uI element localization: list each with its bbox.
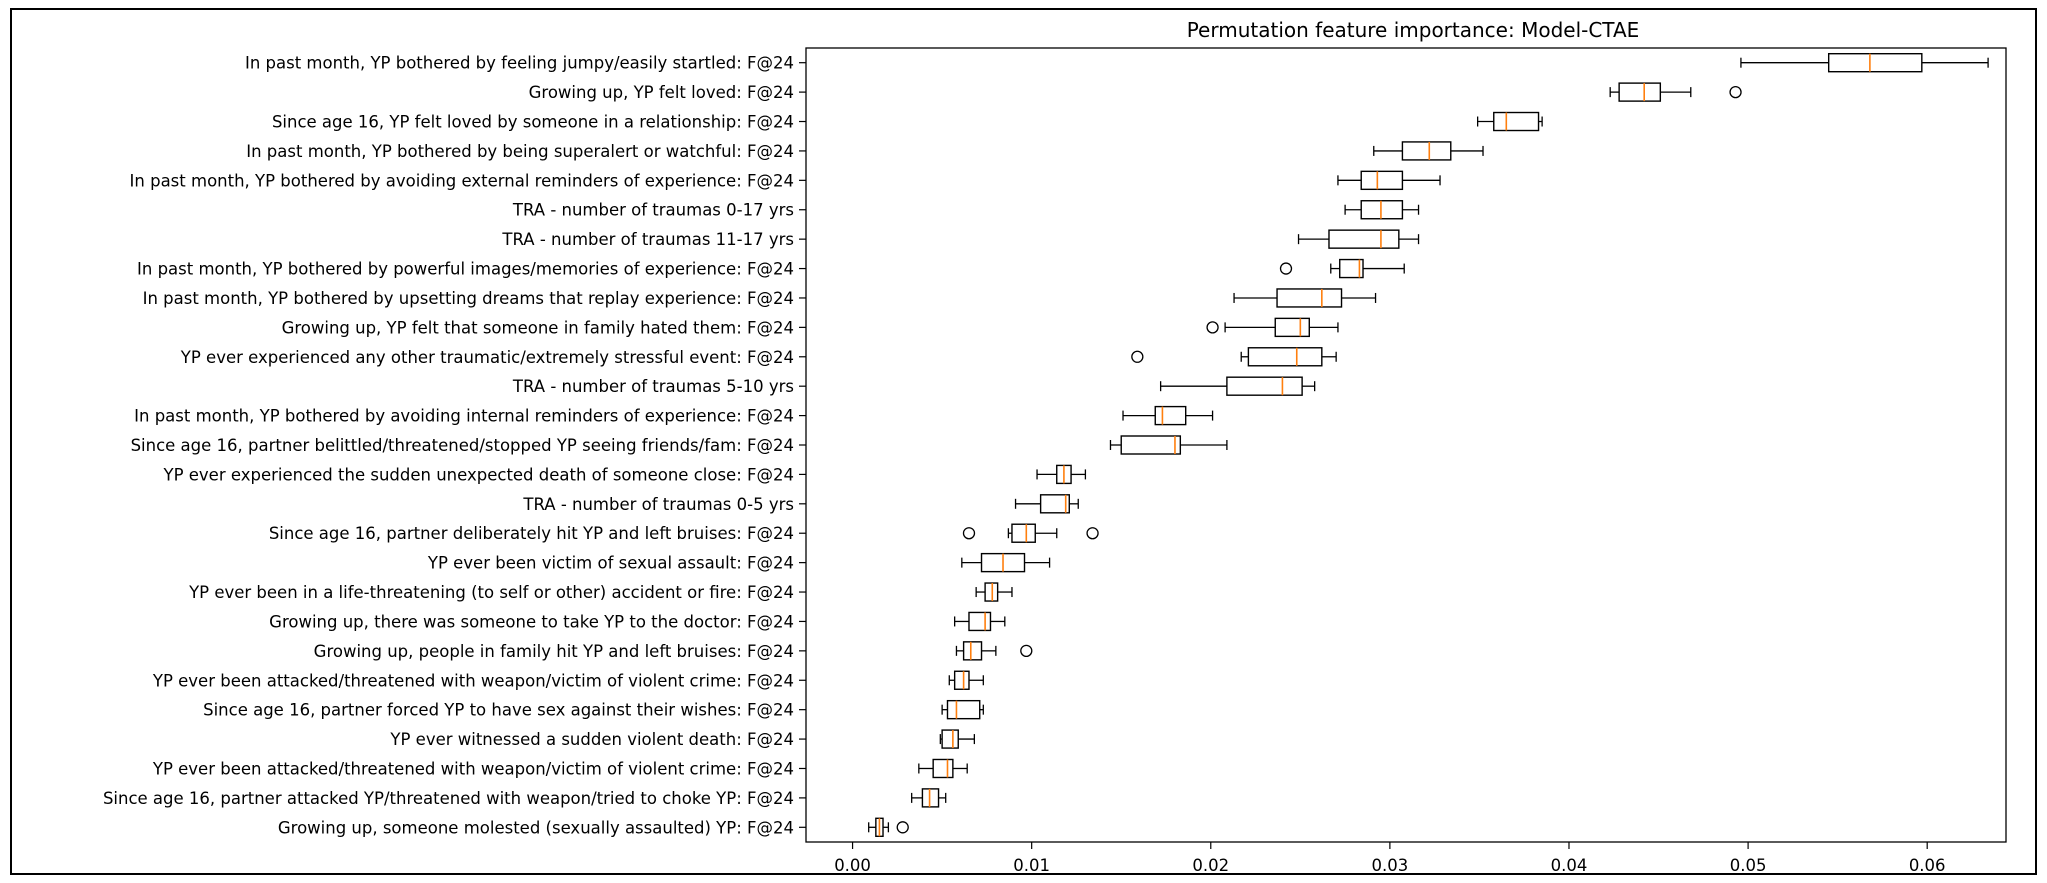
- feature-label: Growing up, someone molested (sexually a…: [278, 818, 794, 837]
- iqr-box: [1493, 111, 1540, 132]
- iqr-box: [1276, 288, 1343, 308]
- feature-label: Growing up, there was someone to take YP…: [269, 612, 794, 631]
- feature-label: Growing up, YP felt that someone in fami…: [282, 318, 794, 337]
- feature-label: Since age 16, YP felt loved by someone i…: [272, 113, 794, 132]
- iqr-box: [1154, 405, 1187, 426]
- iqr-box: [953, 670, 970, 690]
- axes-frame: [805, 47, 2007, 843]
- feature-label: YP ever experienced any other traumatic/…: [180, 348, 794, 367]
- feature-label: YP ever been attacked/threatened with we…: [152, 759, 794, 778]
- iqr-box: [1226, 376, 1303, 396]
- x-tick-label: 0.02: [1192, 856, 1229, 875]
- feature-label: In past month, YP bothered by avoiding e…: [130, 171, 794, 190]
- outlier-point: [1086, 527, 1099, 540]
- iqr-box: [1120, 435, 1182, 455]
- feature-label: In past month, YP bothered by being supe…: [246, 142, 794, 161]
- feature-label: In past month, YP bothered by avoiding i…: [134, 407, 794, 426]
- outlier-point: [1729, 85, 1742, 99]
- iqr-box: [1827, 53, 1923, 73]
- plot-area: 0.00 0.01 0.02 0.03 0.04 0.05 0.06 In past mont…: [103, 47, 2007, 875]
- outlier-point: [1131, 350, 1144, 363]
- feature-label: TRA - number of traumas 0-5 yrs: [522, 495, 794, 514]
- iqr-box: [1401, 141, 1452, 161]
- feature-label: In past month, YP bothered by powerful i…: [137, 260, 794, 279]
- feature-label: In past month, YP bothered by upsetting …: [143, 289, 794, 308]
- iqr-box: [1360, 170, 1404, 191]
- iqr-box: [984, 582, 999, 602]
- feature-label: Since age 16, partner deliberately hit Y…: [269, 524, 794, 543]
- feature-label: Growing up, YP felt loved: F@24: [529, 83, 794, 102]
- figure-frame: [10, 8, 2037, 875]
- outlier-point: [962, 527, 976, 540]
- chart-title: Permutation feature importance: Model-CT…: [1187, 18, 1640, 42]
- feature-label: YP ever witnessed a sudden violent death…: [389, 730, 794, 749]
- iqr-box: [1328, 229, 1400, 249]
- iqr-box: [962, 641, 983, 661]
- x-tick-label: 0.04: [1551, 856, 1588, 875]
- feature-label: YP ever experienced the sudden unexpecte…: [162, 465, 794, 484]
- x-tick-label: 0.00: [834, 856, 871, 875]
- iqr-box: [932, 758, 954, 779]
- iqr-box: [1247, 347, 1323, 367]
- iqr-box: [1039, 494, 1070, 514]
- iqr-box: [1011, 523, 1036, 543]
- feature-label: YP ever been in a life-threatening (to s…: [188, 583, 794, 602]
- outlier-point: [1279, 262, 1293, 275]
- feature-label: In past month, YP bothered by feeling ju…: [245, 54, 794, 73]
- feature-label: TRA - number of traumas 11-17 yrs: [501, 230, 794, 249]
- outlier-point: [896, 821, 909, 834]
- iqr-box: [1618, 82, 1662, 102]
- x-tick-label: 0.05: [1730, 856, 1767, 875]
- feature-label: TRA - number of traumas 5-10 yrs: [512, 377, 794, 396]
- iqr-box: [1274, 317, 1310, 338]
- outlier-point: [1206, 321, 1219, 334]
- iqr-box: [921, 788, 940, 808]
- iqr-box: [1339, 258, 1364, 279]
- x-tick-label: 0.01: [1013, 856, 1050, 875]
- feature-label: Growing up, people in family hit YP and …: [314, 642, 794, 661]
- iqr-box: [941, 729, 959, 749]
- feature-label: Since age 16, partner forced YP to have …: [203, 701, 794, 720]
- feature-label: YP ever been victim of sexual assault: F…: [427, 554, 794, 573]
- iqr-box: [946, 699, 981, 720]
- feature-label: YP ever been attacked/threatened with we…: [152, 671, 794, 690]
- feature-label: TRA - number of traumas 0-17 yrs: [512, 201, 794, 220]
- x-tick-label: 0.03: [1372, 856, 1409, 875]
- iqr-box: [1360, 200, 1404, 220]
- feature-label: Since age 16, partner attacked YP/threat…: [103, 789, 794, 808]
- outlier-point: [1020, 644, 1033, 658]
- feature-label: Since age 16, partner belittled/threaten…: [131, 436, 794, 455]
- iqr-box: [968, 611, 992, 632]
- x-tick-label: 0.06: [1909, 856, 1946, 875]
